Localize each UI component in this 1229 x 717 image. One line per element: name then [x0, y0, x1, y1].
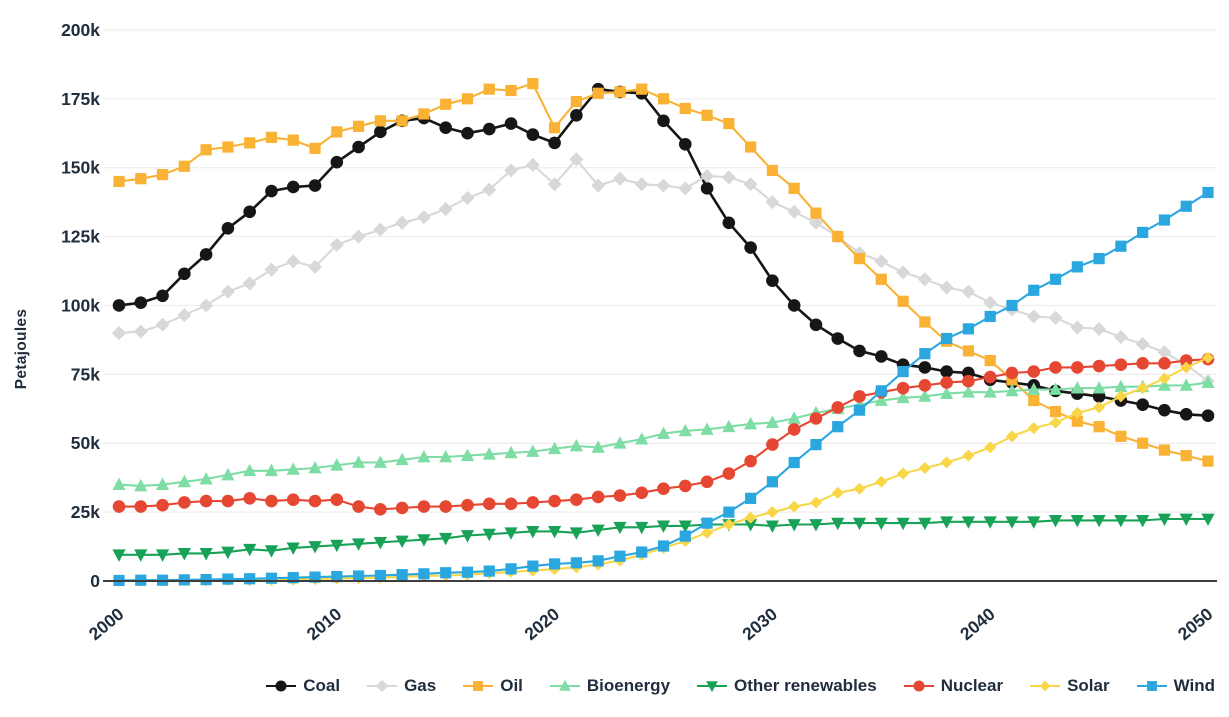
legend-item-bioenergy[interactable]: Bioenergy — [549, 676, 671, 696]
legend-item-nuclear[interactable]: Nuclear — [903, 676, 1004, 696]
ytick-200k: 200k — [61, 20, 100, 40]
ytick-175k: 175k — [61, 89, 100, 109]
legend-item-gas[interactable]: Gas — [367, 676, 436, 696]
other-renewables-legend-marker-icon — [697, 681, 728, 693]
ytick-100k: 100k — [61, 295, 100, 315]
ytick-150k: 150k — [61, 158, 100, 178]
ytick-75k: 75k — [71, 364, 100, 384]
nuclear-legend-marker-icon — [903, 680, 934, 692]
legend-label-nuclear: Nuclear — [940, 676, 1004, 695]
gas-legend-marker-icon — [367, 679, 398, 693]
series-gas — [112, 152, 1215, 389]
legend-item-other-renewables[interactable]: Other renewables — [697, 676, 877, 696]
xtick-2030: 2030 — [738, 604, 781, 645]
xtick-2010: 2010 — [303, 604, 346, 645]
wind-legend-marker-icon — [1136, 681, 1167, 691]
chart-legend: Coal Gas Oil Bioenergy Other renewables Nucle… — [0, 676, 1229, 696]
solar-legend-marker-icon — [1030, 680, 1061, 692]
ytick-50k: 50k — [71, 433, 100, 453]
oil-line — [117, 82, 1210, 463]
series-wind — [113, 186, 1214, 587]
legend-label-coal: Coal — [303, 676, 341, 695]
xtick-2050: 2050 — [1174, 604, 1217, 645]
x-axis-tick-labels: 2000 2010 2020 2030 2040 2050 — [85, 604, 1217, 645]
legend-item-coal[interactable]: Coal — [266, 676, 340, 696]
series-oil — [113, 78, 1214, 467]
xtick-2040: 2040 — [956, 604, 999, 645]
legend-label-oil: Oil — [500, 676, 523, 695]
legend-label-wind: Wind — [1173, 676, 1215, 695]
coal-legend-marker-icon — [266, 680, 297, 692]
legend-label-bioenergy: Bioenergy — [586, 676, 671, 695]
y-axis-title: Petajoules — [13, 309, 30, 390]
gridlines — [103, 29, 1217, 513]
ytick-0: 0 — [90, 571, 100, 591]
bioenergy-legend-marker-icon — [549, 679, 580, 691]
legend-label-other-renewables: Other renewables — [734, 676, 877, 695]
series-layer — [112, 78, 1215, 587]
ytick-125k: 125k — [61, 227, 100, 247]
legend-label-solar: Solar — [1067, 676, 1110, 695]
y-axis-tick-labels: 0 25k 50k 75k 100k 125k 150k 175k 200k — [61, 20, 100, 591]
legend-label-gas: Gas — [404, 676, 437, 695]
legend-item-solar[interactable]: Solar — [1030, 676, 1110, 696]
oil-legend-marker-icon — [463, 681, 494, 691]
gas-line — [117, 158, 1210, 383]
series-bioenergy — [112, 375, 1215, 492]
legend-item-wind[interactable]: Wind — [1136, 676, 1215, 696]
xtick-2020: 2020 — [520, 604, 563, 645]
legend-item-oil[interactable]: Oil — [463, 676, 523, 696]
series-other-renewables — [112, 513, 1215, 562]
series-coal — [112, 82, 1215, 422]
xtick-2000: 2000 — [85, 604, 128, 645]
ytick-25k: 25k — [71, 502, 100, 522]
